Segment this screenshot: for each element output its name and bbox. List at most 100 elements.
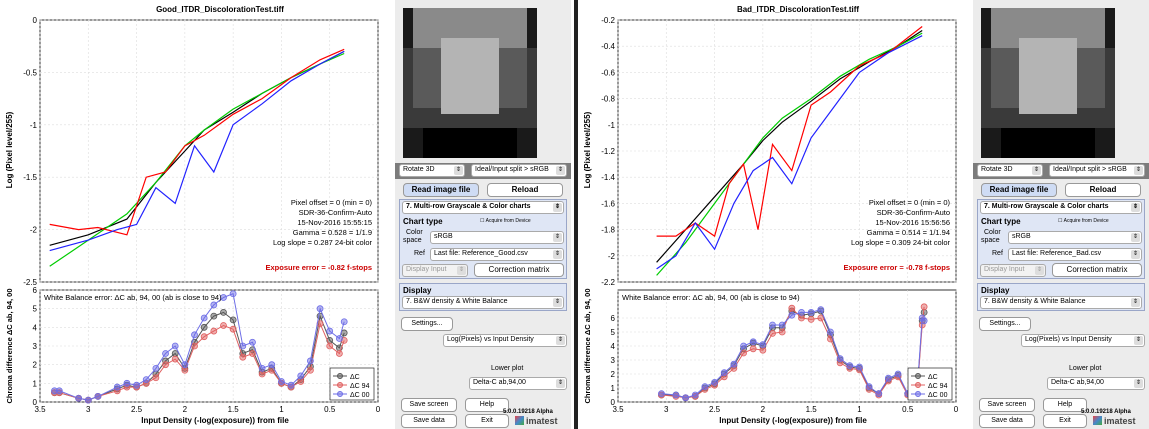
plot-mode-select[interactable]: Log(Pixels) vs Input Density ⇕ [443,334,567,347]
plot-mode-value: Log(Pixels) vs Input Density [1025,336,1112,343]
data-point [55,387,63,395]
chart-settings-box: 7. Multi-row Grayscale & Color charts ⇕ C… [977,199,1145,279]
ref-file-select[interactable]: Last file: Reference_Bad.csv ⇕ [1008,248,1142,261]
y-tick-label: 0 [33,398,38,407]
help-label: Help [1057,401,1073,408]
data-point [798,314,805,322]
split-select[interactable]: Ideal/Input split > sRGB ⇕ [471,164,567,177]
save-screen-button[interactable]: Save screen [979,398,1035,412]
legend-marker [915,373,921,379]
rotate-select-label: Rotate 3D [403,166,435,173]
info-line: Pixel offset = 0 (min = 0) [291,198,373,207]
data-point [759,341,767,349]
data-point [326,342,334,350]
read-image-button[interactable]: Read image file [981,183,1057,197]
x-axis-label: Input Density (-log(exposure)) from file [719,416,867,425]
data-point [335,350,343,357]
x-tick-label: 1 [857,405,862,414]
y-axis-label: Chroma difference ΔC ab, 94, 00 [5,288,14,403]
image-thumbnail[interactable] [403,8,537,158]
legend-label: ΔC [350,374,360,381]
y-tick-label: -0.5 [23,68,37,77]
data-point [720,369,728,377]
data-point [220,308,227,316]
split-select-label: Ideal/Input split > sRGB [1053,166,1127,173]
y-axis-label: Log (Pixel level/255) [5,111,14,188]
color-space-value: sRGB [1012,233,1031,240]
acquire-checkbox[interactable]: ☐ Acquire from Device [480,218,531,224]
chart-mode-label: 7. Multi-row Grayscale & Color charts [406,203,531,210]
chart-type-label: Chart type [981,217,1021,226]
data-point [181,361,189,369]
data-point [200,333,208,341]
window-divider [574,0,578,429]
save-data-label: Save data [413,417,445,424]
save-screen-button[interactable]: Save screen [401,398,457,412]
data-point [306,357,314,365]
read-image-button[interactable]: Read image file [403,183,479,197]
control-pane: Rotate 3D ⇕ Ideal/Input split > sRGB ⇕ Rea… [973,0,1149,429]
rotate-select[interactable]: Rotate 3D ⇕ [977,164,1043,177]
exit-button[interactable]: Exit [1043,414,1087,428]
data-point [335,335,343,342]
save-data-button[interactable]: Save data [979,414,1035,428]
display-input-label: Display Input [984,266,1025,273]
data-point [162,350,169,357]
color-space-select[interactable]: sRGB ⇕ [430,231,564,244]
data-point [730,360,738,368]
correction-matrix-button[interactable]: Correction matrix [474,263,564,277]
exit-label: Exit [1059,417,1071,424]
image-thumbnail[interactable] [981,8,1115,158]
acquire-checkbox[interactable]: ☐ Acquire from Device [1058,218,1109,224]
toolbar-row: Rotate 3D ⇕ Ideal/Input split > sRGB ⇕ [395,163,571,179]
display-input-select[interactable]: Display Input ⇕ [402,264,468,277]
data-point [239,353,247,361]
chart-mode-select[interactable]: 7. Multi-row Grayscale & Color charts ⇕ [980,201,1142,214]
exit-button[interactable]: Exit [465,414,509,428]
ref-file-select[interactable]: Last file: Reference_Good.csv ⇕ [430,248,564,261]
chart-type-label: Chart type [403,217,443,226]
imatest-logo: imatest [1093,416,1136,426]
display-mode-select[interactable]: 7. B&W density & White Balance ⇕ [980,296,1142,309]
data-point [856,363,863,371]
lower-plot-select[interactable]: Delta-C ab,94,00 ⇕ [469,377,567,390]
settings-button[interactable]: Settings... [979,317,1031,331]
plot-mode-select[interactable]: Log(Pixels) vs Input Density ⇕ [1021,334,1145,347]
help-button[interactable]: Help [465,398,509,412]
reload-button[interactable]: Reload [1065,183,1141,197]
chevron-updown-icon: ⇕ [556,336,565,345]
data-point [162,361,169,369]
chevron-updown-icon: ⇕ [1134,336,1143,345]
chevron-updown-icon: ⇕ [1131,298,1140,307]
display-mode-value: 7. B&W density & White Balance [984,298,1086,305]
info-line: Gamma = 0.514 = 1/1.94 [867,228,950,237]
save-data-button[interactable]: Save data [401,414,457,428]
correction-matrix-button[interactable]: Correction matrix [1052,263,1142,277]
chart-mode-select[interactable]: 7. Multi-row Grayscale & Color charts ⇕ [402,201,564,214]
help-button[interactable]: Help [1043,398,1087,412]
data-point [239,342,247,350]
legend-marker [337,391,343,397]
settings-button[interactable]: Settings... [401,317,453,331]
data-point [759,346,767,354]
y-tick-label: -1.2 [601,147,615,156]
data-point [316,305,324,313]
reload-button[interactable]: Reload [487,183,563,197]
correction-matrix-label: Correction matrix [488,265,550,274]
color-space-select[interactable]: sRGB ⇕ [1008,231,1142,244]
data-point [788,304,796,312]
x-tick-label: 0.5 [902,405,914,414]
data-point [278,378,285,385]
data-point [123,379,131,387]
left-window: Good_ITDR_DiscolorationTest.tiff 0 -0.5 -1 -… [0,0,574,429]
display-input-select[interactable]: Display Input ⇕ [980,264,1046,277]
data-point [306,366,314,374]
x-tick-label: 3.5 [612,405,624,414]
lower-plot-select[interactable]: Delta-C ab,94,00 ⇕ [1047,377,1145,390]
rotate-select[interactable]: Rotate 3D ⇕ [399,164,465,177]
y-tick-label: 0 [33,16,38,25]
data-point [769,321,776,329]
split-select[interactable]: Ideal/Input split > sRGB ⇕ [1049,164,1145,177]
display-mode-select[interactable]: 7. B&W density & White Balance ⇕ [402,296,564,309]
data-point [749,338,757,346]
